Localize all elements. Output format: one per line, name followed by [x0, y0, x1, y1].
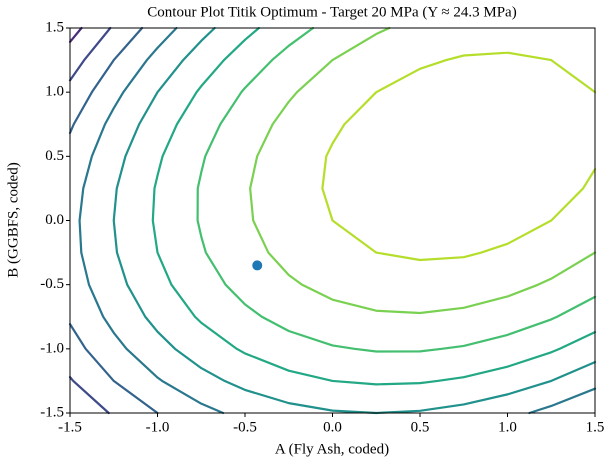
x-tick-label: 1.0: [498, 419, 517, 435]
optimum-point: [252, 260, 263, 271]
contour-line: [321, 51, 597, 262]
x-tick-label: -0.5: [233, 419, 257, 435]
contour-line: [68, 26, 159, 415]
y-tick-label: -0.5: [40, 276, 64, 292]
x-tick-label: 1.5: [586, 419, 605, 435]
chart-title: Contour Plot Titik Optimum - Target 20 M…: [147, 4, 516, 20]
y-axis-label: B (GGBFS, coded): [5, 162, 21, 277]
x-tick-label: -1.5: [58, 419, 82, 435]
contour-line: [151, 26, 597, 386]
x-tick-label: 0.0: [323, 419, 342, 435]
contour-line: [249, 26, 597, 315]
y-tick-label: 0.5: [45, 148, 64, 164]
y-tick-label: 0.0: [45, 212, 64, 228]
y-tick-label: -1.0: [40, 340, 64, 356]
x-axis-label: A (Fly Ash, coded): [275, 441, 389, 457]
x-tick-label: 0.5: [411, 419, 430, 435]
x-tick-label: -1.0: [146, 419, 170, 435]
contour-line: [196, 26, 597, 353]
contour-line: [68, 26, 112, 415]
contour-line: [78, 26, 597, 415]
contour-line: [112, 26, 597, 415]
y-tick-label: 1.0: [45, 84, 64, 100]
contour-line: [68, 26, 83, 44]
y-tick-label: 1.5: [45, 19, 64, 35]
y-tick-label: -1.5: [40, 404, 64, 420]
